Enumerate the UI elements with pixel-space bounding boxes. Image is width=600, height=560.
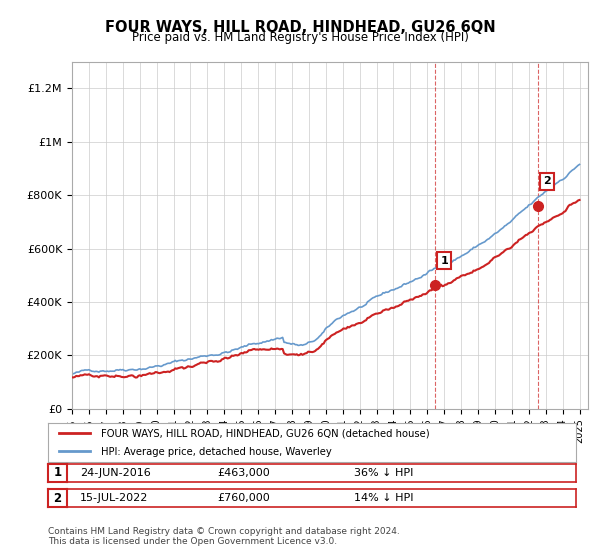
Text: FOUR WAYS, HILL ROAD, HINDHEAD, GU26 6QN: FOUR WAYS, HILL ROAD, HINDHEAD, GU26 6QN bbox=[104, 20, 496, 35]
Text: Price paid vs. HM Land Registry's House Price Index (HPI): Price paid vs. HM Land Registry's House … bbox=[131, 31, 469, 44]
Text: 2: 2 bbox=[543, 176, 551, 186]
Text: HPI: Average price, detached house, Waverley: HPI: Average price, detached house, Wave… bbox=[101, 447, 332, 457]
Text: £760,000: £760,000 bbox=[217, 493, 270, 503]
Text: 1: 1 bbox=[440, 256, 448, 266]
Text: 15-JUL-2022: 15-JUL-2022 bbox=[80, 493, 148, 503]
Text: FOUR WAYS, HILL ROAD, HINDHEAD, GU26 6QN (detached house): FOUR WAYS, HILL ROAD, HINDHEAD, GU26 6QN… bbox=[101, 428, 430, 438]
Text: 14% ↓ HPI: 14% ↓ HPI bbox=[354, 493, 414, 503]
Text: 2: 2 bbox=[53, 492, 62, 505]
Text: £463,000: £463,000 bbox=[217, 468, 270, 478]
Text: 24-JUN-2016: 24-JUN-2016 bbox=[80, 468, 151, 478]
Text: Contains HM Land Registry data © Crown copyright and database right 2024.
This d: Contains HM Land Registry data © Crown c… bbox=[48, 526, 400, 546]
Text: 1: 1 bbox=[53, 466, 62, 479]
Text: 36% ↓ HPI: 36% ↓ HPI bbox=[354, 468, 413, 478]
